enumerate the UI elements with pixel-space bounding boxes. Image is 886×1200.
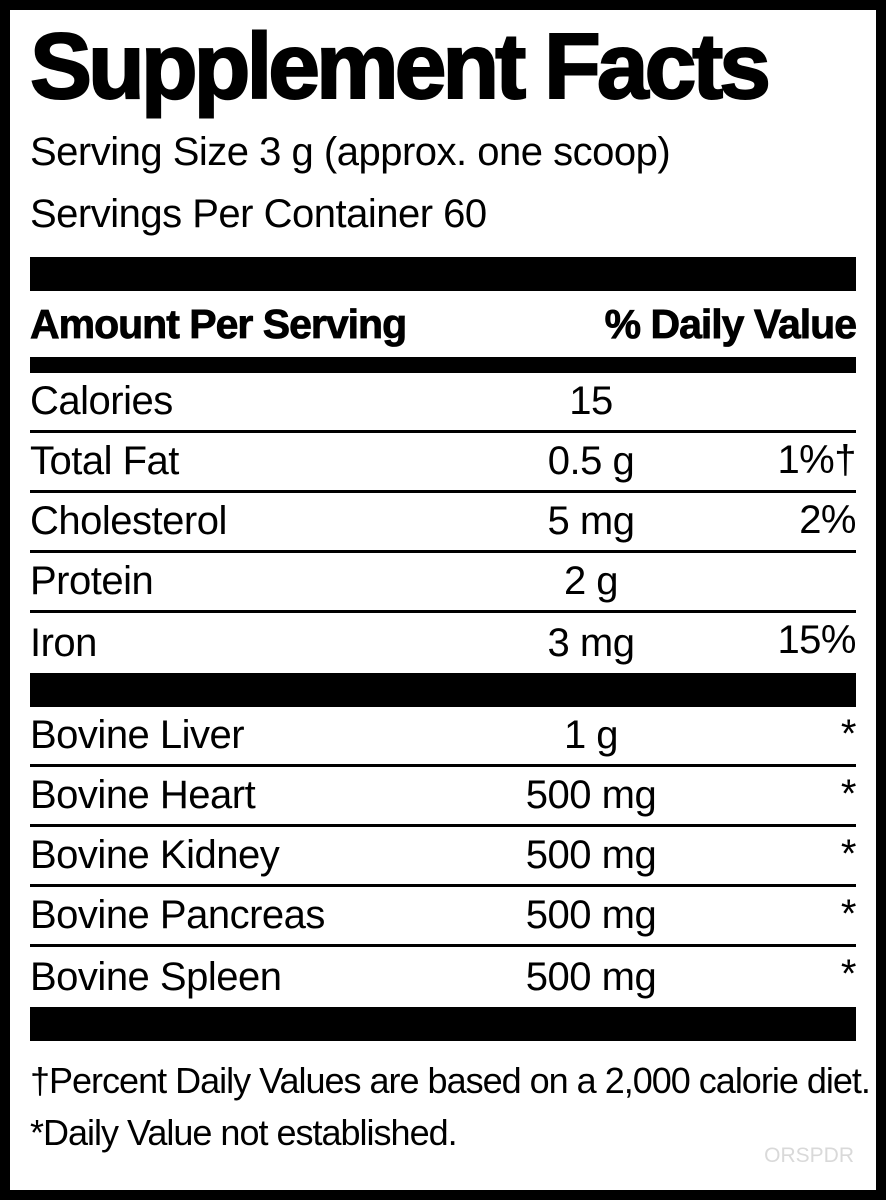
ingredient-daily-value: * — [840, 952, 857, 996]
table-row-bovine-pancreas: Bovine Pancreas 500 mg * — [30, 887, 857, 947]
nutrient-name: Calories — [30, 379, 173, 423]
nutrient-amount: 15 — [569, 379, 613, 423]
nutrient-amount: 0.5 g — [547, 439, 635, 483]
table-row-bovine-heart: Bovine Heart 500 mg * — [30, 767, 857, 827]
ingredient-rows: Bovine Liver 1 g * Bovine Heart 500 mg *… — [30, 707, 857, 1007]
table-row-cholesterol: Cholesterol 5 mg 2% — [30, 493, 857, 553]
nutrient-daily-value: 2% — [799, 498, 856, 542]
nutrient-name: Total Fat — [30, 439, 179, 483]
nutrient-amount: 5 mg — [547, 499, 635, 543]
ingredient-amount: 500 mg — [525, 773, 657, 817]
table-row-total-fat: Total Fat 0.5 g 1%† — [30, 433, 857, 493]
serving-info: Serving Size 3 g (approx. one scoop) Ser… — [30, 121, 856, 245]
divider-bar-top — [30, 257, 856, 291]
footnote-dv-not-established: *Daily Value not established. — [30, 1112, 458, 1154]
nutrient-amount: 3 mg — [547, 620, 635, 665]
nutrient-name: Protein — [30, 559, 154, 603]
nutrient-daily-value: 1%† — [777, 438, 856, 482]
divider-bar-middle — [30, 673, 856, 707]
footnotes: †Percent Daily Values are based on a 2,0… — [30, 1055, 871, 1159]
serving-size-text: Serving Size 3 g (approx. one scoop) — [30, 130, 671, 174]
ingredient-amount: 500 mg — [525, 893, 657, 937]
ingredient-daily-value: * — [840, 772, 857, 816]
ingredient-daily-value: * — [840, 892, 857, 936]
table-row-iron: Iron 3 mg 15% — [30, 613, 857, 673]
ingredient-name: Bovine Heart — [30, 773, 256, 817]
table-row-protein: Protein 2 g — [30, 553, 856, 613]
ingredient-amount: 500 mg — [525, 954, 657, 999]
label-title: Supplement Facts — [29, 14, 772, 118]
table-row-bovine-spleen: Bovine Spleen 500 mg * — [30, 947, 857, 1007]
table-header-row: Amount Per Serving % Daily Value — [30, 291, 858, 357]
ingredient-daily-value: * — [840, 832, 857, 876]
divider-bar-bottom — [30, 1007, 856, 1041]
ingredient-amount: 1 g — [563, 713, 619, 757]
ingredient-name: Bovine Kidney — [30, 833, 280, 877]
nutrient-name: Cholesterol — [30, 499, 227, 543]
watermark-text: ORSPDR — [764, 1144, 854, 1167]
nutrient-name: Iron — [30, 620, 97, 665]
ingredient-name: Bovine Liver — [30, 713, 245, 757]
nutrient-daily-value: 15% — [777, 618, 856, 662]
table-row-bovine-liver: Bovine Liver 1 g * — [30, 707, 857, 767]
nutrient-rows: Calories 15 Total Fat 0.5 g 1%† Choleste… — [30, 373, 857, 673]
servings-per-container-text: Servings Per Container 60 — [30, 192, 487, 236]
nutrient-amount: 2 g — [563, 559, 619, 603]
divider-bar-under-header — [30, 357, 856, 373]
ingredient-name: Bovine Pancreas — [30, 893, 325, 937]
ingredient-daily-value: * — [840, 712, 857, 756]
footnote-daily-values: †Percent Daily Values are based on a 2,0… — [30, 1060, 871, 1101]
table-row-bovine-kidney: Bovine Kidney 500 mg * — [30, 827, 857, 887]
daily-value-header: % Daily Value — [604, 300, 857, 347]
table-row-calories: Calories 15 — [30, 373, 856, 433]
amount-per-serving-header: Amount Per Serving — [30, 300, 408, 347]
ingredient-name: Bovine Spleen — [30, 954, 282, 999]
ingredient-amount: 500 mg — [525, 833, 657, 877]
